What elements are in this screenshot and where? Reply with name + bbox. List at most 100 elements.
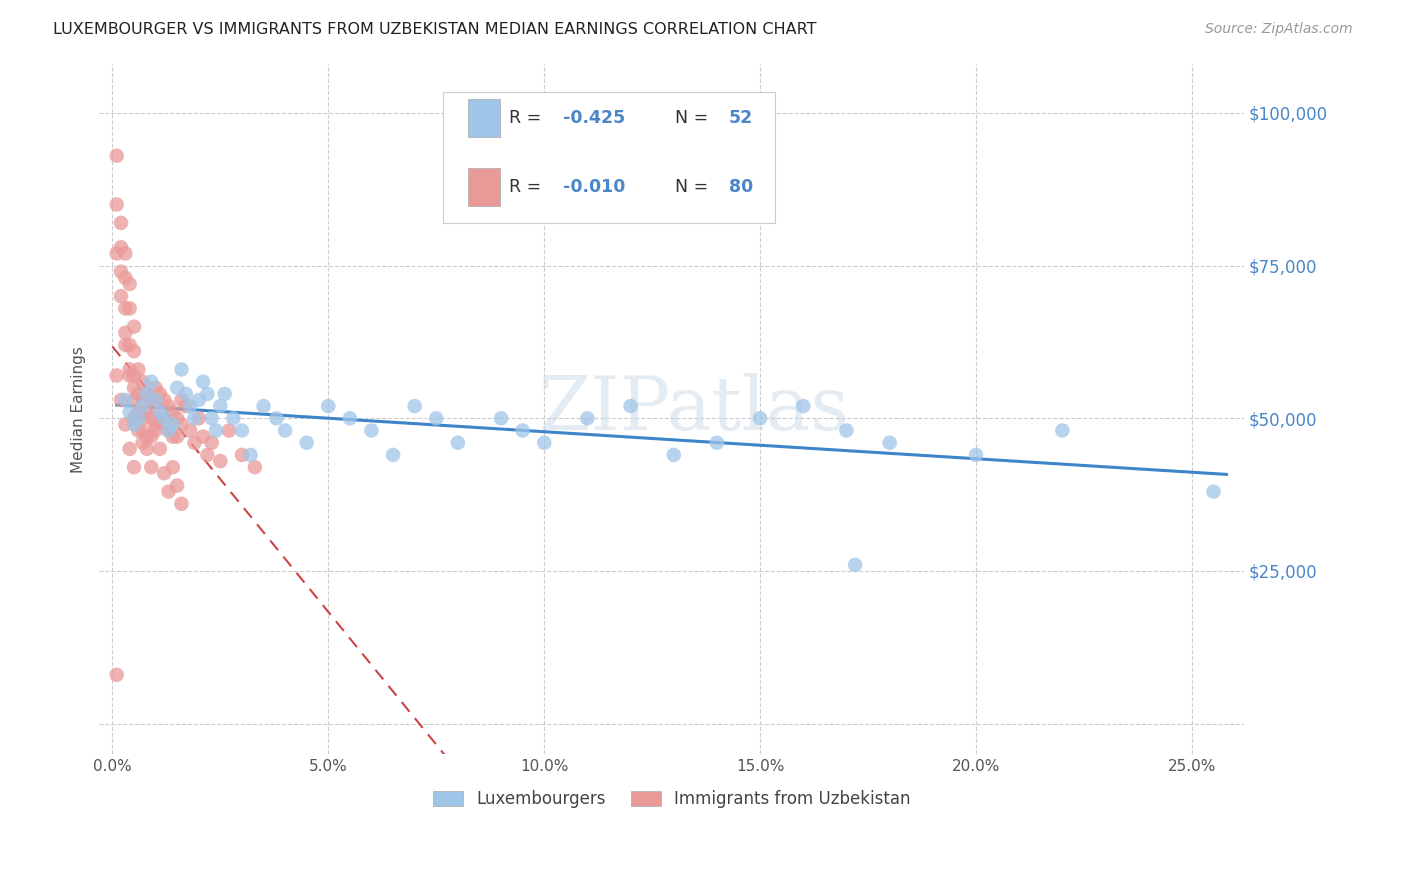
Point — [174, 399, 197, 413]
Point — [149, 411, 172, 425]
Point — [166, 478, 188, 492]
Point — [170, 392, 193, 407]
Point — [122, 319, 145, 334]
Text: N =: N = — [664, 178, 713, 195]
Point — [153, 467, 176, 481]
Point — [489, 411, 512, 425]
Point — [131, 424, 153, 438]
Point — [131, 435, 153, 450]
Point — [239, 448, 262, 462]
Text: R =: R = — [509, 109, 547, 127]
Point — [201, 435, 224, 450]
Point — [316, 399, 339, 413]
Point — [231, 424, 253, 438]
Point — [131, 375, 153, 389]
Point — [145, 424, 167, 438]
Point — [243, 460, 266, 475]
Text: R =: R = — [509, 178, 547, 195]
Point — [425, 411, 447, 425]
Point — [145, 381, 167, 395]
Point — [191, 429, 214, 443]
Point — [141, 411, 163, 425]
Point — [141, 429, 163, 443]
Point — [122, 344, 145, 359]
Point — [114, 417, 136, 432]
Point — [792, 399, 814, 413]
Point — [136, 429, 159, 443]
Point — [141, 392, 163, 407]
Point — [131, 399, 153, 413]
Point — [1202, 484, 1225, 499]
Text: 80: 80 — [728, 178, 754, 195]
Point — [118, 405, 141, 419]
Point — [214, 387, 236, 401]
Point — [162, 460, 184, 475]
Point — [114, 246, 136, 260]
Point — [197, 387, 219, 401]
Point — [149, 405, 172, 419]
Text: ZIPatlas: ZIPatlas — [538, 373, 849, 446]
Point — [110, 216, 132, 230]
Point — [110, 240, 132, 254]
Point — [295, 435, 318, 450]
Point — [105, 668, 128, 682]
Point — [404, 399, 426, 413]
Point — [149, 442, 172, 456]
Point — [662, 448, 685, 462]
Point — [122, 417, 145, 432]
Point — [844, 558, 866, 572]
Point — [145, 392, 167, 407]
Point — [835, 424, 858, 438]
Point — [105, 197, 128, 211]
Point — [141, 460, 163, 475]
Point — [162, 405, 184, 419]
Point — [447, 435, 470, 450]
Point — [127, 405, 149, 419]
Point — [879, 435, 901, 450]
Point — [122, 368, 145, 383]
Point — [187, 392, 209, 407]
Point — [162, 429, 184, 443]
Text: Source: ZipAtlas.com: Source: ZipAtlas.com — [1205, 22, 1353, 37]
Point — [157, 424, 180, 438]
Point — [170, 417, 193, 432]
Point — [266, 411, 288, 425]
Legend: Luxembourgers, Immigrants from Uzbekistan: Luxembourgers, Immigrants from Uzbekista… — [426, 783, 917, 815]
Point — [118, 368, 141, 383]
Point — [127, 387, 149, 401]
Point — [118, 338, 141, 352]
Point — [170, 497, 193, 511]
Point — [136, 405, 159, 419]
Point — [118, 277, 141, 291]
Point — [209, 454, 232, 468]
Point — [187, 411, 209, 425]
Point — [131, 392, 153, 407]
Point — [153, 417, 176, 432]
Text: -0.425: -0.425 — [562, 109, 626, 127]
Point — [201, 411, 224, 425]
Point — [162, 417, 184, 432]
Point — [118, 301, 141, 316]
Point — [110, 265, 132, 279]
Point — [179, 424, 201, 438]
Point — [136, 387, 159, 401]
Text: LUXEMBOURGER VS IMMIGRANTS FROM UZBEKISTAN MEDIAN EARNINGS CORRELATION CHART: LUXEMBOURGER VS IMMIGRANTS FROM UZBEKIST… — [53, 22, 817, 37]
Point — [252, 399, 274, 413]
Point — [114, 338, 136, 352]
Text: N =: N = — [664, 109, 713, 127]
Point — [153, 392, 176, 407]
Point — [174, 387, 197, 401]
Point — [118, 442, 141, 456]
Point — [179, 399, 201, 413]
Point — [512, 424, 534, 438]
Point — [274, 424, 297, 438]
Point — [360, 424, 382, 438]
Point — [122, 411, 145, 425]
Point — [145, 399, 167, 413]
Point — [1052, 424, 1074, 438]
Point — [157, 399, 180, 413]
Point — [749, 411, 772, 425]
Point — [166, 381, 188, 395]
Point — [166, 411, 188, 425]
Point — [127, 424, 149, 438]
